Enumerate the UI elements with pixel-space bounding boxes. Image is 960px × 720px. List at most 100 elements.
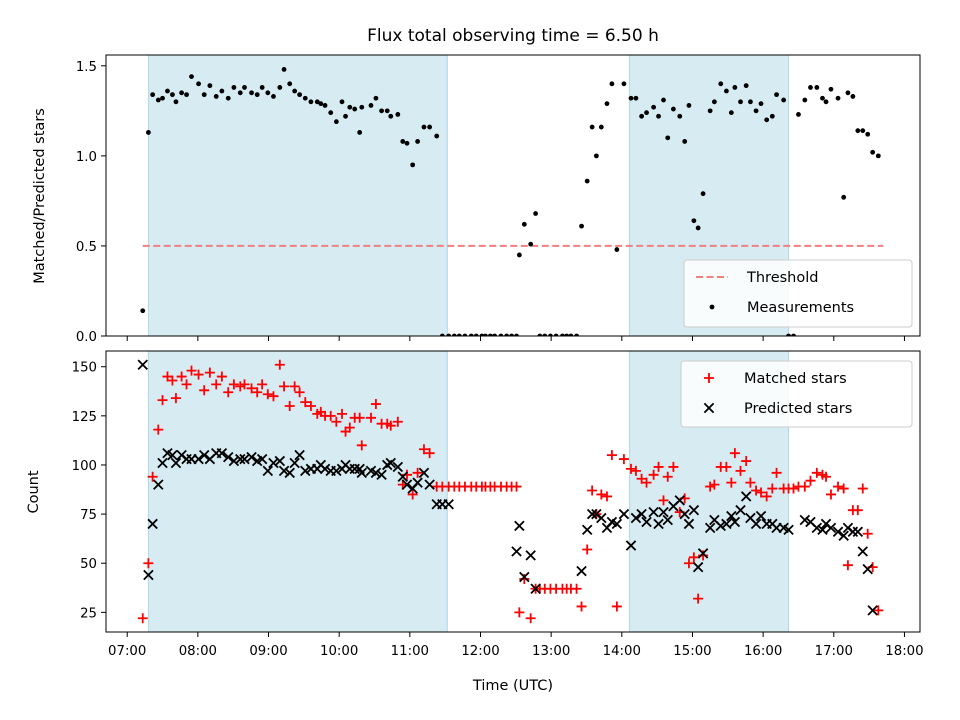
x-tick-label: 18:00 <box>885 644 923 659</box>
point-dot-6 <box>165 88 170 94</box>
point-plus-130 <box>821 471 832 482</box>
point-plus-22 <box>252 387 263 398</box>
point-plus-37 <box>331 416 342 427</box>
point-dot-12 <box>196 81 201 87</box>
point-plus-36 <box>325 410 336 421</box>
legend-dot-swatch <box>709 304 715 310</box>
point-plus-116 <box>745 477 756 488</box>
point-dot-3 <box>150 92 156 98</box>
point-x-85 <box>688 504 700 516</box>
bottom-y-tick-label: 100 <box>72 459 97 474</box>
bottom-panel-frame <box>105 350 921 633</box>
top-panel-frame <box>105 54 921 337</box>
point-plus-104 <box>683 558 694 569</box>
point-x-111 <box>838 530 849 541</box>
point-dot-104 <box>686 103 692 108</box>
point-plus-7 <box>167 375 178 386</box>
point-dot-64 <box>479 333 485 336</box>
point-plus-24 <box>262 389 273 400</box>
point-dot-121 <box>774 92 779 98</box>
point-dot-112 <box>728 110 734 116</box>
point-plus-28 <box>284 401 295 412</box>
legend-frame <box>680 360 913 428</box>
point-plus-21 <box>246 383 257 394</box>
point-dot-82 <box>568 333 574 336</box>
point-dot-78 <box>548 333 553 336</box>
point-dot-87 <box>593 153 599 159</box>
legend-label: Matched stars <box>744 371 847 387</box>
point-dot-74 <box>528 241 534 247</box>
point-dot-50 <box>400 139 406 144</box>
point-dot-132 <box>835 95 841 101</box>
point-dot-91 <box>614 247 620 252</box>
point-plus-8 <box>170 393 181 404</box>
bottom-series-x <box>137 359 878 616</box>
point-dot-24 <box>265 90 271 96</box>
point-x-29 <box>289 457 300 469</box>
point-dot-40 <box>347 104 353 110</box>
point-plus-45 <box>370 399 381 410</box>
point-x-48 <box>385 457 396 469</box>
point-plus-17 <box>223 387 234 398</box>
point-dot-95 <box>639 113 645 119</box>
point-dot-47 <box>384 108 390 114</box>
point-x-1 <box>137 359 148 370</box>
point-dot-137 <box>860 128 866 134</box>
point-x-50 <box>397 471 409 482</box>
point-x-95 <box>740 491 752 502</box>
point-dot-139 <box>870 149 876 155</box>
point-plus-26 <box>274 359 285 370</box>
point-plus-25 <box>268 391 279 402</box>
point-dot-63 <box>473 333 479 336</box>
point-x-19 <box>235 453 246 465</box>
point-dot-138 <box>865 131 871 137</box>
point-dot-23 <box>259 85 265 90</box>
point-dot-48 <box>388 113 394 119</box>
point-dot-49 <box>395 112 401 117</box>
point-dot-71 <box>514 333 519 336</box>
point-plus-133 <box>838 483 849 494</box>
bottom-panel-legend: Matched stars Predicted stars <box>680 360 913 428</box>
point-x-13 <box>198 449 210 461</box>
point-dot-39 <box>343 113 348 119</box>
point-dot-25 <box>271 94 276 99</box>
point-x-84 <box>683 518 695 530</box>
point-plus-119 <box>761 491 772 502</box>
point-plus-9 <box>176 371 187 382</box>
point-dot-65 <box>483 333 488 336</box>
point-dot-86 <box>589 124 595 130</box>
point-plus-92 <box>618 454 629 465</box>
point-x-117 <box>867 605 878 616</box>
point-plus-5 <box>157 395 168 406</box>
point-dot-130 <box>823 99 829 105</box>
point-dot-123 <box>786 333 791 336</box>
point-dot-53 <box>415 139 421 144</box>
point-dot-17 <box>225 95 231 101</box>
point-dot-107 <box>700 191 706 197</box>
point-dot-106 <box>695 225 701 231</box>
point-plus-15 <box>211 379 222 390</box>
point-dot-92 <box>621 81 627 87</box>
point-x-31 <box>300 465 311 477</box>
point-dot-114 <box>738 99 743 105</box>
point-x-37 <box>331 465 342 477</box>
point-dot-88 <box>598 124 604 130</box>
point-dot-133 <box>841 194 847 200</box>
point-x-16 <box>216 447 228 459</box>
point-dot-124 <box>791 333 796 336</box>
point-x-72 <box>618 508 630 520</box>
point-dot-31 <box>302 95 308 101</box>
point-dot-55 <box>427 124 433 130</box>
point-x-8 <box>170 457 182 469</box>
point-dot-131 <box>828 86 834 92</box>
point-dot-14 <box>207 83 213 89</box>
point-dot-2 <box>145 130 151 135</box>
point-dot-62 <box>468 333 474 336</box>
point-x-86 <box>692 561 704 573</box>
point-plus-126 <box>799 481 810 492</box>
point-dot-33 <box>314 99 320 105</box>
point-plus-85 <box>582 544 593 555</box>
point-x-68 <box>596 512 607 524</box>
point-dot-113 <box>732 85 738 90</box>
bottom-y-tick-label: 150 <box>72 361 97 376</box>
